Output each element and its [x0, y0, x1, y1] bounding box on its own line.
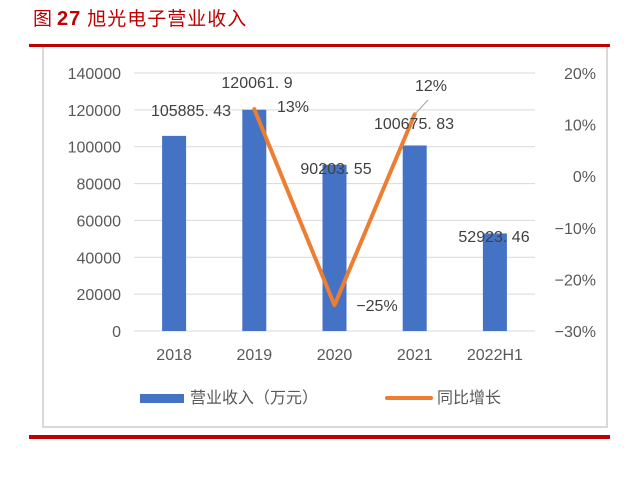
left-y-axis: 0 20000 40000 60000 80000 100000 120000 140000	[68, 66, 121, 341]
left-axis-tick: 60000	[77, 213, 122, 230]
left-axis-tick: 20000	[77, 287, 122, 304]
left-axis-tick: 100000	[68, 140, 121, 157]
left-axis-tick: 40000	[77, 250, 122, 267]
right-axis-tick: 0%	[573, 169, 596, 186]
left-axis-tick: 0	[112, 324, 121, 341]
bar-data-labels: 105885. 43 120061. 9 90203. 55 100675. 83 52…	[151, 75, 530, 246]
bar-value-label: 105885. 43	[151, 103, 231, 120]
bar-value-label: 120061. 9	[221, 75, 292, 92]
figure-title-text: 旭光电子营业收入	[87, 8, 248, 30]
bottom-rule	[29, 435, 610, 439]
chart-frame	[42, 47, 608, 428]
legend-revenue-label: 营业收入（万元）	[190, 388, 319, 407]
figure-prefix: 图	[33, 8, 54, 30]
growth-line	[252, 107, 417, 308]
top-rule	[29, 44, 610, 47]
bar-2018	[162, 135, 187, 331]
chart-legend: 营业收入（万元） 同比增长	[0, 386, 635, 410]
right-axis-tick: −20%	[555, 272, 596, 289]
left-axis-tick: 140000	[68, 66, 121, 83]
bar-value-label: 90203. 55	[300, 161, 371, 178]
bar-value-label: 100675. 83	[374, 116, 454, 133]
legend-growth-label: 同比增长	[437, 388, 502, 407]
bar-2022H1	[482, 233, 507, 331]
right-axis-tick: −30%	[555, 324, 596, 341]
figure-title: 图 27 旭光电子营业收入	[33, 4, 247, 34]
bar-2019	[242, 109, 267, 331]
x-axis-label: 2019	[237, 347, 273, 364]
growth-value-label: 12%	[415, 78, 447, 95]
x-axis-label: 2018	[156, 347, 192, 364]
label-leader-line	[414, 99, 429, 115]
right-y-axis: −30% −20% −10% 0% 10% 20%	[555, 66, 596, 341]
revenue-bars	[162, 109, 507, 331]
x-axis-label: 2021	[397, 347, 433, 364]
line-data-labels: 13% −25% 12%	[277, 78, 447, 315]
left-axis-tick: 80000	[77, 177, 122, 194]
legend-item-revenue: 营业收入（万元）	[140, 386, 318, 410]
x-axis: 2018 2019 2020 2021 2022H1	[156, 347, 523, 364]
legend-line-swatch	[385, 396, 433, 400]
left-axis-tick: 120000	[68, 103, 121, 120]
right-axis-tick: 10%	[564, 118, 596, 135]
right-axis-tick: 20%	[564, 66, 596, 83]
growth-value-label: −25%	[356, 298, 397, 315]
x-axis-label: 2020	[317, 347, 353, 364]
bar-value-label: 52923. 46	[458, 229, 529, 246]
growth-polyline	[252, 107, 417, 308]
legend-bar-swatch	[140, 393, 184, 403]
bar-2021	[402, 145, 427, 331]
right-axis-tick: −10%	[555, 221, 596, 238]
figure-number: 27	[57, 8, 82, 30]
x-axis-label: 2022H1	[467, 347, 523, 364]
legend-item-growth: 同比增长	[385, 386, 501, 410]
growth-value-label: 13%	[277, 99, 309, 116]
